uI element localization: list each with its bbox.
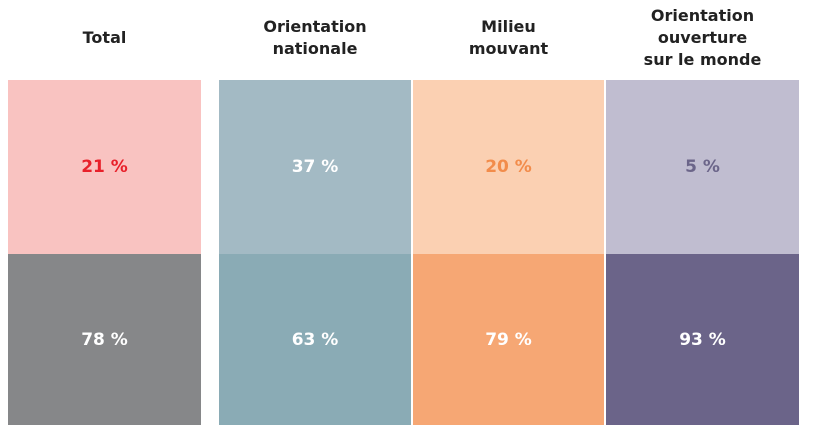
cell: 93 % [606,254,799,425]
cell: 37 % [219,80,411,254]
column-header: Orientation nationale [263,17,367,58]
cell: 21 % [8,80,201,254]
cell: 63 % [219,254,411,425]
column-header: Milieu mouvant [468,17,549,58]
cell: 5 % [606,80,799,254]
column-header: Orientation ouverture sur le monde [643,6,762,69]
cell: 78 % [8,254,201,425]
cell: 79 % [413,254,604,425]
cell: 20 % [413,80,604,254]
column-header: Total [82,28,127,47]
